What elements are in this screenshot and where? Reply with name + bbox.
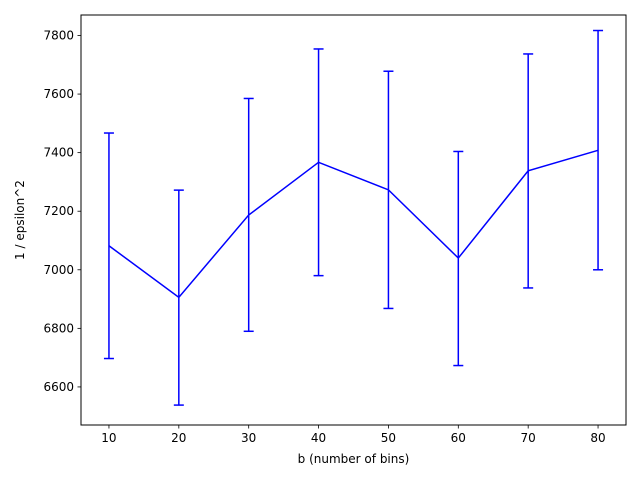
- y-tick-label: 7600: [43, 87, 74, 101]
- y-tick-label: 7200: [43, 204, 74, 218]
- y-tick-label: 7800: [43, 29, 74, 43]
- x-tick-label: 60: [451, 431, 466, 445]
- x-tick-label: 30: [241, 431, 256, 445]
- y-tick-label: 7400: [43, 146, 74, 160]
- y-tick-label: 7000: [43, 263, 74, 277]
- x-tick-label: 50: [381, 431, 396, 445]
- y-tick-label: 6800: [43, 321, 74, 335]
- y-tick-label: 6600: [43, 380, 74, 394]
- x-tick-label: 20: [171, 431, 186, 445]
- y-axis-ticks: 6600 6800 7000 7200 7400 7600 7800: [43, 29, 81, 394]
- x-tick-label: 10: [101, 431, 116, 445]
- axes-frame: [80, 14, 627, 426]
- x-axis-label: b (number of bins): [298, 452, 410, 466]
- x-tick-label: 80: [590, 431, 605, 445]
- x-tick-label: 70: [521, 431, 536, 445]
- x-tick-label: 40: [311, 431, 326, 445]
- x-axis-ticks: 10 20 30 40 50 60 70 80: [101, 425, 606, 445]
- plot-area: [103, 29, 604, 406]
- y-axis-label: 1 / epsilon^2: [13, 180, 27, 260]
- series-line: [108, 149, 599, 299]
